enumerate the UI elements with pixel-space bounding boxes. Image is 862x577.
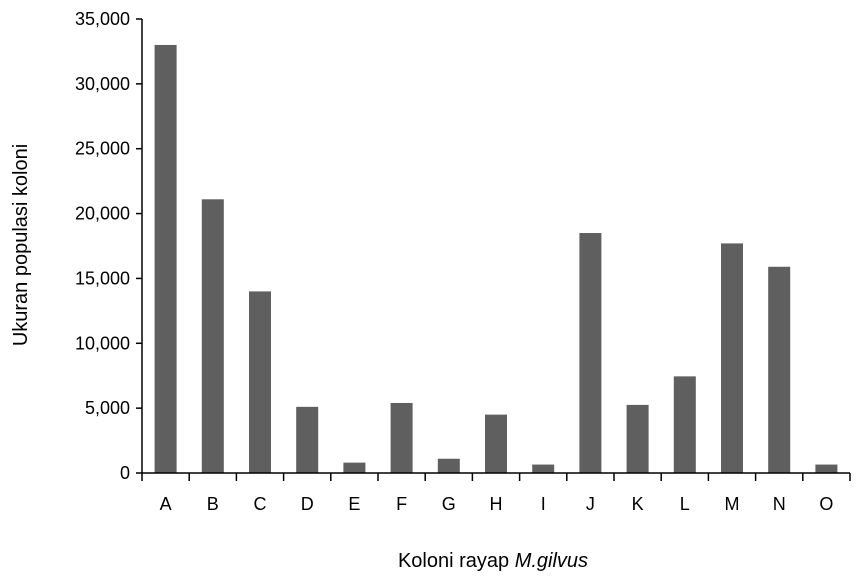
bar-a — [154, 44, 177, 473]
x-tick-label: G — [442, 494, 456, 514]
y-tick-label: 25,000 — [75, 139, 130, 159]
x-axis-title-plain: Koloni rayap — [398, 550, 515, 572]
x-tick-label: L — [680, 494, 690, 514]
y-tick-label: 10,000 — [75, 333, 130, 353]
x-tick-label: D — [301, 494, 314, 514]
bar-j — [579, 233, 602, 473]
bar-k — [626, 404, 649, 473]
bar-f — [390, 402, 413, 473]
y-axis: 0 5,000 10,000 15,000 20,000 25,000 30,000 35,0… — [75, 9, 143, 483]
x-axis: A B C D E F G H I J K L M N O — [141, 472, 851, 514]
bar-d — [296, 406, 319, 473]
bar-i — [532, 464, 555, 473]
bar-g — [437, 458, 460, 473]
bar-e — [343, 462, 366, 473]
x-axis-title: Koloni rayap M.gilvus — [398, 550, 588, 572]
bars-group — [154, 44, 838, 473]
x-tick-label: B — [207, 494, 219, 514]
bar-h — [485, 414, 507, 473]
bar-m — [721, 243, 743, 473]
bar-o — [815, 464, 838, 473]
x-tick-label: M — [725, 494, 740, 514]
x-axis-title-italic: M.gilvus — [515, 550, 588, 572]
x-tick-label: F — [396, 494, 407, 514]
y-tick-label: 20,000 — [75, 204, 130, 224]
x-tick-label: A — [160, 494, 172, 514]
x-tick-label: H — [490, 494, 503, 514]
y-tick-label: 35,000 — [75, 9, 130, 29]
x-tick-label: E — [348, 494, 360, 514]
y-tick-label: 30,000 — [75, 74, 130, 94]
y-tick-label: 15,000 — [75, 268, 130, 288]
y-tick-label: 0 — [120, 463, 130, 483]
bar-b — [201, 199, 224, 473]
x-tick-label: O — [819, 494, 833, 514]
bar-c — [249, 291, 271, 473]
x-tick-label: K — [632, 494, 644, 514]
x-tick-label: N — [773, 494, 786, 514]
x-tick-label: J — [586, 494, 595, 514]
bar-l — [673, 376, 696, 473]
y-tick-label: 5,000 — [85, 398, 130, 418]
bar-n — [768, 266, 791, 473]
x-tick-label: I — [541, 494, 546, 514]
y-axis-title: Ukuran populasi koloni — [10, 144, 32, 346]
x-tick-label: C — [254, 494, 267, 514]
